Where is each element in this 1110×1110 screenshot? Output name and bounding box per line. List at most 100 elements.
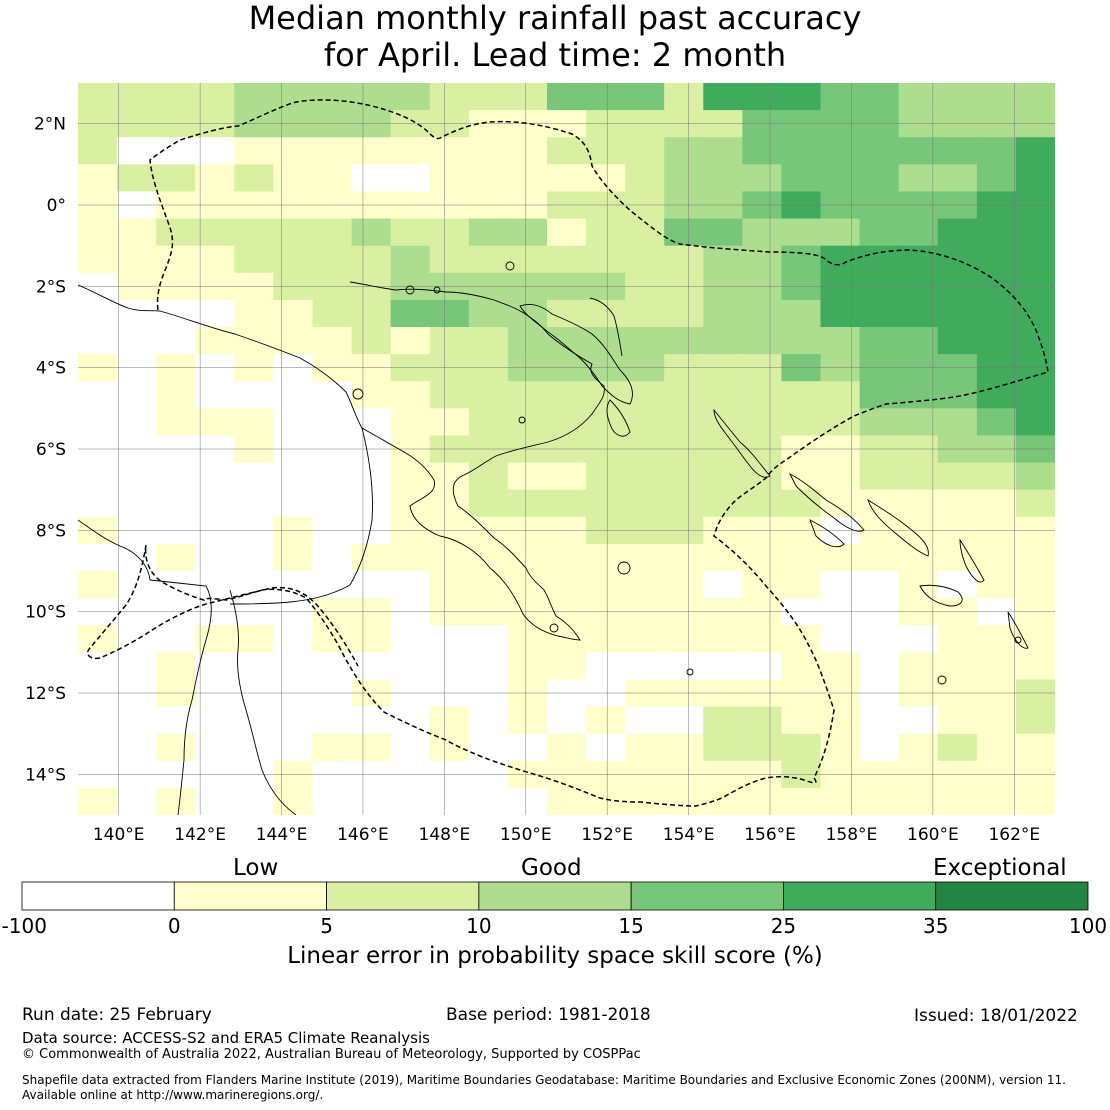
skill-cell: [429, 733, 470, 762]
skill-cell: [351, 381, 392, 409]
skill-cell: [586, 381, 626, 409]
skill-cell: [273, 625, 314, 653]
skill-cell: [586, 110, 626, 138]
skill-cell: [234, 272, 274, 301]
skill-cell: [390, 462, 431, 491]
skill-cell: [586, 652, 626, 681]
lat-tick-label: 8°S: [36, 521, 66, 541]
skill-cell: [703, 706, 743, 735]
skill-cell: [742, 245, 783, 274]
skill-cell: [234, 571, 274, 599]
skill-cell: [195, 435, 235, 464]
skill-cell: [781, 218, 822, 247]
skill-cell: [976, 733, 1017, 762]
skill-cell: [546, 516, 587, 545]
skill-cell: [625, 489, 665, 518]
skill-cell: [234, 598, 274, 626]
skill-cell: [820, 327, 861, 355]
colorbar: [21, 881, 1089, 911]
skill-cell: [117, 598, 157, 626]
skill-cell: [234, 218, 274, 247]
skill-cell: [78, 83, 118, 111]
skill-cell: [468, 462, 509, 491]
skill-cell: [507, 191, 548, 220]
skill-cell: [703, 299, 743, 328]
skill-cell: [976, 706, 1017, 735]
skill-cell: [429, 110, 470, 138]
skill-cell: [625, 245, 665, 274]
skill-cell: [351, 625, 392, 653]
skill-cell: [390, 787, 431, 815]
skill-cell: [507, 299, 548, 328]
skill-cell: [859, 760, 900, 789]
skill-cell: [468, 381, 509, 409]
skill-cell: [703, 787, 743, 815]
skill-cell: [468, 516, 509, 545]
skill-cell: [820, 435, 861, 464]
skill-cell: [703, 218, 743, 247]
skill-cell: [781, 327, 822, 355]
skill-cell: [195, 462, 235, 491]
skill-cell: [937, 218, 978, 247]
skill-cell: [507, 245, 548, 274]
skill-cell: [546, 218, 587, 247]
skill-cell: [1015, 679, 1055, 708]
skill-cell: [781, 679, 822, 708]
skill-cell: [312, 489, 353, 518]
skill-cell: [156, 218, 196, 247]
skill-cell: [312, 571, 353, 599]
skill-cell: [273, 733, 314, 762]
shapefile-credit-2: Available online at http://www.marinereg…: [22, 1088, 324, 1102]
skill-cell: [312, 516, 353, 545]
skill-cell: [78, 733, 118, 762]
skill-cell: [859, 679, 900, 708]
skill-cell: [468, 652, 509, 681]
lon-tick-label: 148°E: [419, 825, 471, 845]
skill-cell: [937, 299, 978, 328]
skill-cell: [859, 137, 900, 165]
skill-cell: [546, 489, 587, 518]
skill-cell: [898, 191, 939, 220]
skill-cell: [976, 354, 1017, 382]
skill-cell: [468, 83, 509, 111]
skill-cell: [312, 760, 353, 789]
skill-cell: [586, 164, 626, 193]
skill-cell: [976, 787, 1017, 815]
skill-cell: [898, 381, 939, 409]
skill-cell: [664, 787, 704, 815]
skill-cell: [78, 381, 118, 409]
skill-cell: [781, 625, 822, 653]
skill-cell: [546, 706, 587, 735]
map-title: Median monthly rainfall past accuracy fo…: [0, 0, 1110, 74]
skill-cell: [312, 245, 353, 274]
skill-cell: [742, 408, 783, 437]
skill-cell: [195, 733, 235, 762]
skill-cell: [664, 598, 704, 626]
skill-cell: [195, 299, 235, 328]
skill-cell: [78, 516, 118, 545]
skill-cell: [742, 110, 783, 138]
skill-cell: [312, 408, 353, 437]
skill-cell: [195, 218, 235, 247]
skill-cell: [429, 571, 470, 599]
skill-cell: [664, 543, 704, 572]
skill-cell: [312, 679, 353, 708]
skill-cell: [195, 381, 235, 409]
skill-cell: [234, 191, 274, 220]
lon-tick-label: 140°E: [93, 825, 145, 845]
skill-cell: [664, 408, 704, 437]
skill-cell: [742, 83, 783, 111]
skill-cell: [117, 733, 157, 762]
skill-cell: [625, 272, 665, 301]
skill-cell: [468, 191, 509, 220]
skill-cell: [664, 435, 704, 464]
skill-cell: [976, 327, 1017, 355]
skill-cell: [195, 164, 235, 193]
skill-cell: [429, 381, 470, 409]
skill-cell: [234, 408, 274, 437]
skill-cell: [625, 733, 665, 762]
skill-cell: [703, 354, 743, 382]
skill-cell: [156, 191, 196, 220]
skill-cell: [507, 327, 548, 355]
skill-cell: [117, 652, 157, 681]
